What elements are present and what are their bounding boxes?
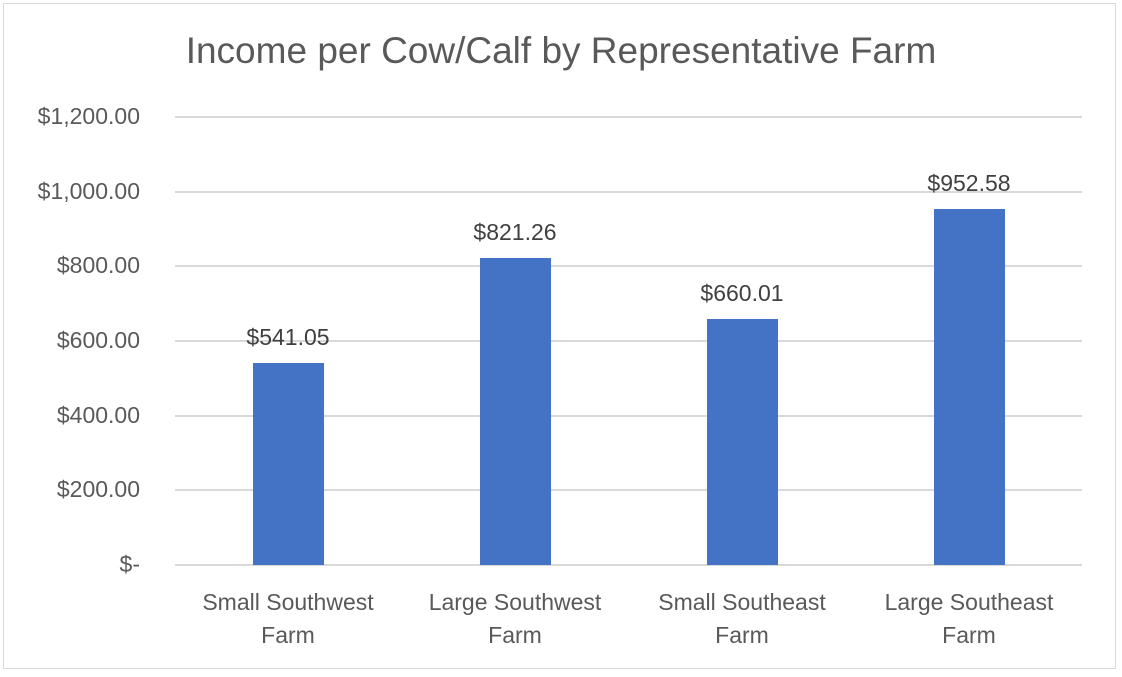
x-category-label-line: Farm	[488, 622, 542, 648]
y-tick-label: $1,000.00	[37, 177, 140, 204]
data-label: $541.05	[246, 324, 330, 350]
x-category-label-line: Farm	[715, 622, 769, 648]
x-category-label-line: Large Southeast	[884, 589, 1054, 615]
x-category-label: Large Southeast Farm	[859, 586, 1079, 652]
y-tick-label: $800.00	[56, 252, 140, 279]
y-tick-label: $400.00	[56, 401, 140, 428]
x-category-label: Large Southwest Farm	[405, 586, 625, 652]
gridline	[175, 564, 1082, 566]
bar[interactable]	[933, 209, 1005, 565]
y-tick-label: $200.00	[56, 476, 140, 503]
bar[interactable]	[479, 258, 551, 565]
gridline	[175, 190, 1082, 193]
y-tick-label: $600.00	[56, 327, 140, 353]
gridline	[175, 116, 1082, 118]
data-label: $952.58	[927, 170, 1011, 197]
gridline	[175, 265, 1082, 268]
data-label: $660.01	[700, 279, 784, 306]
chart-title: Income per Cow/Calf by Representative Fa…	[185, 30, 937, 71]
bar[interactable]	[252, 363, 324, 565]
x-category-label: Small Southwest Farm	[178, 586, 398, 652]
y-tick-label: $1,200.00	[37, 103, 140, 129]
x-category-label-line: Farm	[261, 622, 315, 648]
gridline	[175, 340, 1082, 342]
gridline	[175, 489, 1082, 492]
y-tick-label: $-	[119, 551, 140, 577]
x-category-label-line: Farm	[942, 622, 996, 648]
x-category-label-line: Small Southeast	[658, 589, 826, 615]
x-category-label-line: Small Southwest	[202, 589, 374, 615]
bar[interactable]	[706, 318, 778, 565]
x-category-label: Small Southeast Farm	[632, 586, 852, 652]
data-label: $821.26	[473, 219, 557, 246]
chart-frame	[3, 3, 1116, 669]
x-category-label-line: Large Southwest	[428, 589, 602, 615]
gridline	[175, 414, 1082, 417]
